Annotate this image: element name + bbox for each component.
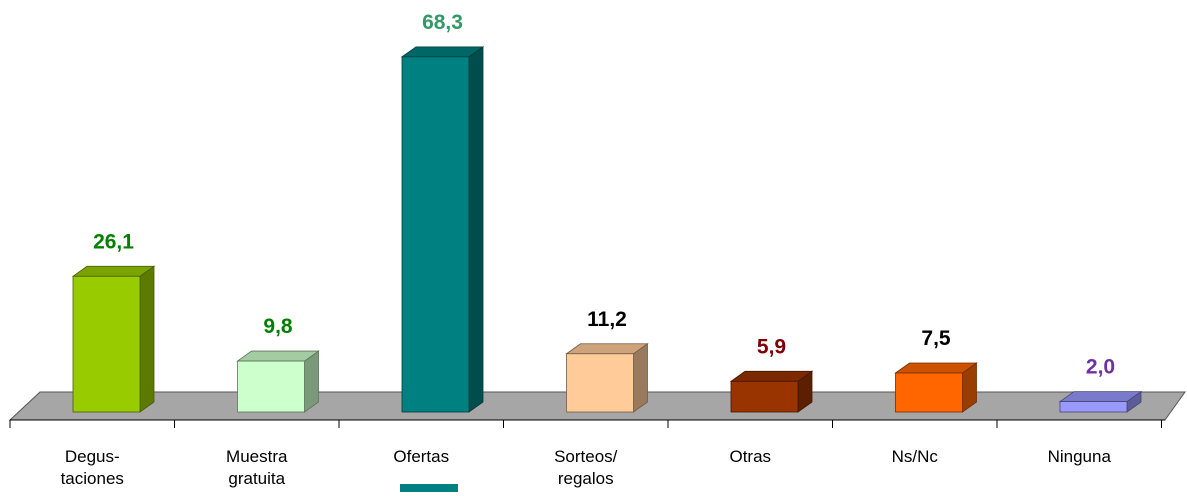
bar xyxy=(894,362,978,413)
x-tick-label: Ofertas xyxy=(393,447,449,466)
bar xyxy=(1058,390,1143,413)
value-label: 5,9 xyxy=(757,335,786,358)
bar xyxy=(71,265,156,413)
x-tick-label: Muestra gratuita xyxy=(226,447,288,488)
x-tick-label: Degus-taciones xyxy=(61,447,124,488)
value-label: 2,0 xyxy=(1086,356,1115,379)
x-tick-label: Ninguna xyxy=(1048,447,1112,466)
value-label: 68,3 xyxy=(422,11,463,34)
x-tick-label: Ns/Nc xyxy=(892,447,939,466)
bar xyxy=(236,350,320,413)
legend-swatch xyxy=(400,484,458,492)
bar xyxy=(400,46,485,413)
value-label: 26,1 xyxy=(93,230,134,253)
value-label: 9,8 xyxy=(263,315,293,338)
bar xyxy=(565,342,649,413)
bar xyxy=(729,370,814,413)
x-tick-label: Otras xyxy=(729,447,771,466)
value-label: 11,2 xyxy=(587,308,627,331)
x-tick-label: Sorteos/regalos xyxy=(554,447,618,488)
value-label: 7,5 xyxy=(921,327,951,350)
